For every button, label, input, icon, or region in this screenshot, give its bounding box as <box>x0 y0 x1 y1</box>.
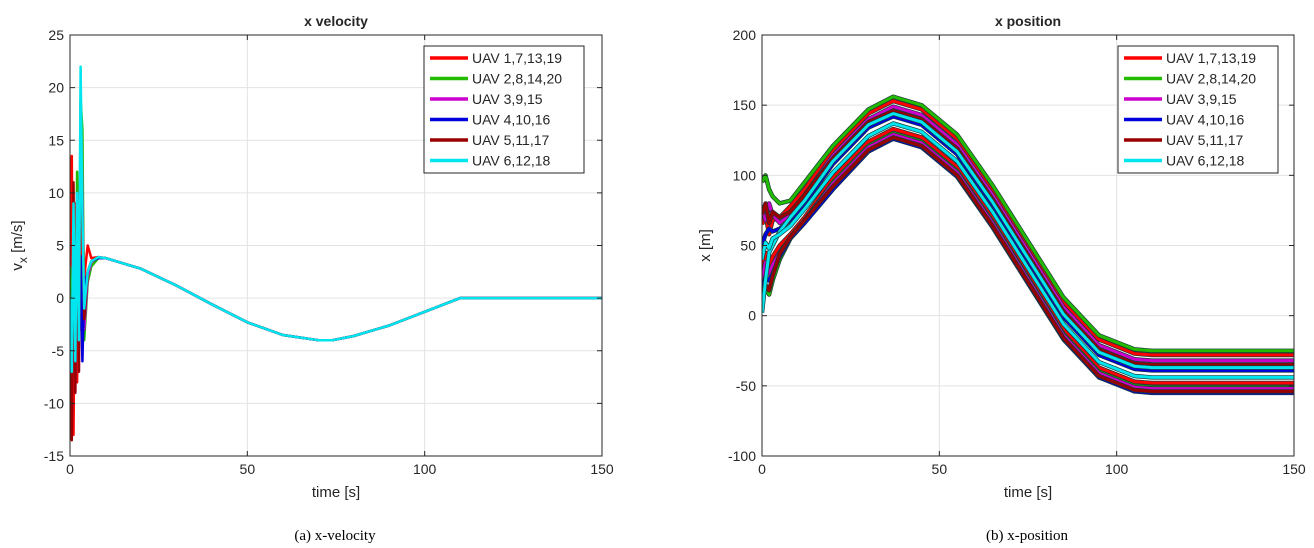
legend-label: UAV 4,10,16 <box>1166 112 1245 128</box>
x-tick-label: 50 <box>932 461 948 477</box>
legend-label: UAV 1,7,13,19 <box>472 50 562 66</box>
y-tick-label: 0 <box>748 308 756 324</box>
x-tick-label: 100 <box>413 461 437 477</box>
legend: UAV 1,7,13,19 UAV 2,8,14,20 UAV 3,9,15 UAV … <box>1117 45 1279 174</box>
legend-label: UAV 1,7,13,19 <box>1166 50 1256 66</box>
chart-title: x position <box>995 13 1061 29</box>
y-tick-label: 5 <box>56 238 64 254</box>
x-tick-label: 150 <box>1282 461 1306 477</box>
series-line <box>762 127 1294 385</box>
y-tick-label: 50 <box>740 238 756 254</box>
y-tick-label: -50 <box>736 378 756 394</box>
caption-x-position: (b) x-position <box>985 528 1069 544</box>
legend-label: UAV 2,8,14,20 <box>472 71 562 87</box>
y-tick-label: 100 <box>733 167 757 183</box>
x-tick-label: 150 <box>590 461 614 477</box>
series-group <box>762 94 1294 396</box>
series-line <box>762 135 1294 393</box>
y-tick-label: 200 <box>733 27 757 43</box>
y-tick-label: 15 <box>48 132 64 148</box>
y-axis-label: vx [m/s] <box>9 220 30 270</box>
chart-x-velocity: 0 50 100 150 -15 -10 -5 0 5 10 15 20 25 x velocity tim… <box>0 0 620 548</box>
legend-label: UAV 5,11,17 <box>1166 132 1244 148</box>
x-axis-label: time [s] <box>1004 484 1052 501</box>
series-line <box>762 121 1294 379</box>
y-tick-label: -100 <box>728 448 756 464</box>
y-tick-label: 150 <box>733 97 757 113</box>
legend-box <box>423 45 585 174</box>
y-tick-label: 20 <box>48 80 64 96</box>
x-tick-label: 50 <box>240 461 256 477</box>
chart-title: x velocity <box>304 13 368 29</box>
legend-label: UAV 2,8,14,20 <box>1166 71 1256 87</box>
y-tick-label: -10 <box>44 395 64 411</box>
x-tick-label: 0 <box>758 461 766 477</box>
chart-x-position: 0 50 100 150 -100 -50 0 50 100 150 200 x position ti… <box>690 0 1314 548</box>
legend-label: UAV 6,12,18 <box>472 153 551 169</box>
series-line <box>762 95 1294 353</box>
x-tick-label: 100 <box>1105 461 1129 477</box>
legend-label: UAV 6,12,18 <box>1166 153 1245 169</box>
y-tick-label: 10 <box>48 185 64 201</box>
y-tick-label: 25 <box>48 27 64 43</box>
x-tick-label: 0 <box>66 461 74 477</box>
caption-x-velocity: (a) x-velocity <box>294 528 376 544</box>
legend-label: UAV 4,10,16 <box>472 112 551 128</box>
y-tick-label: 0 <box>56 290 64 306</box>
legend-label: UAV 3,9,15 <box>1166 91 1237 107</box>
legend-label: UAV 5,11,17 <box>472 132 550 148</box>
chart-x-position-svg: 0 50 100 150 -100 -50 0 50 100 150 200 x position ti… <box>697 13 1306 501</box>
legend-label: UAV 3,9,15 <box>472 91 543 107</box>
series-group <box>70 65 602 442</box>
legend-box <box>1117 45 1279 174</box>
y-axis-label: x [m] <box>697 229 714 262</box>
legend: UAV 1,7,13,19 UAV 2,8,14,20 UAV 3,9,15 UAV … <box>423 45 585 174</box>
series-line <box>762 105 1294 363</box>
y-tick-label: -15 <box>44 448 64 464</box>
chart-x-velocity-svg: 0 50 100 150 -15 -10 -5 0 5 10 15 20 25 x velocity tim… <box>9 13 614 501</box>
x-axis-label: time [s] <box>312 484 360 501</box>
series-line <box>70 65 602 374</box>
y-tick-label: -5 <box>52 343 65 359</box>
